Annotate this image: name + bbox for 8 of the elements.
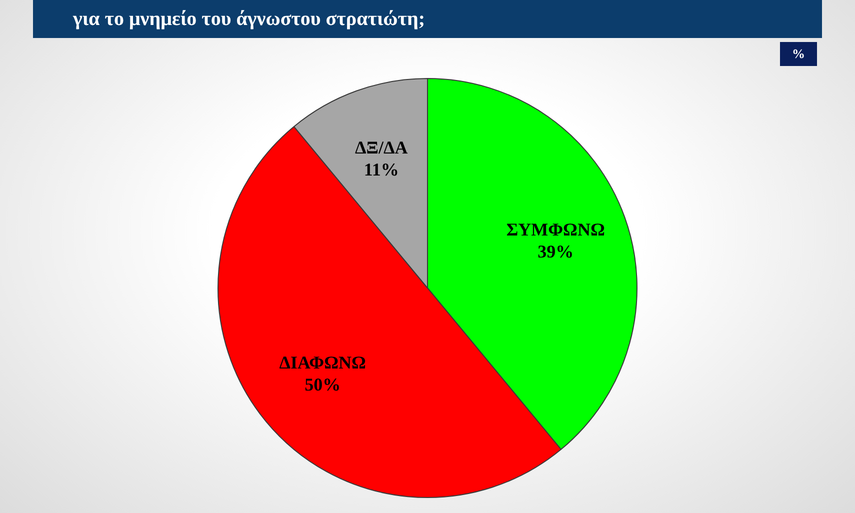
data-label: 11% [364, 160, 399, 180]
chart-title: για το μνημείο του άγνωστου στρατιώτη; [73, 7, 426, 31]
text: % [780, 42, 817, 66]
data-label: 39% [538, 242, 574, 262]
slice-label: ΔΙΑΦΩΝΩ [279, 352, 366, 372]
slice-label: ΣΥΜΦΩΝΩ [506, 220, 605, 240]
data-label: 50% [304, 374, 341, 394]
slice-label: ΔΞ/ΔΑ [354, 138, 408, 158]
